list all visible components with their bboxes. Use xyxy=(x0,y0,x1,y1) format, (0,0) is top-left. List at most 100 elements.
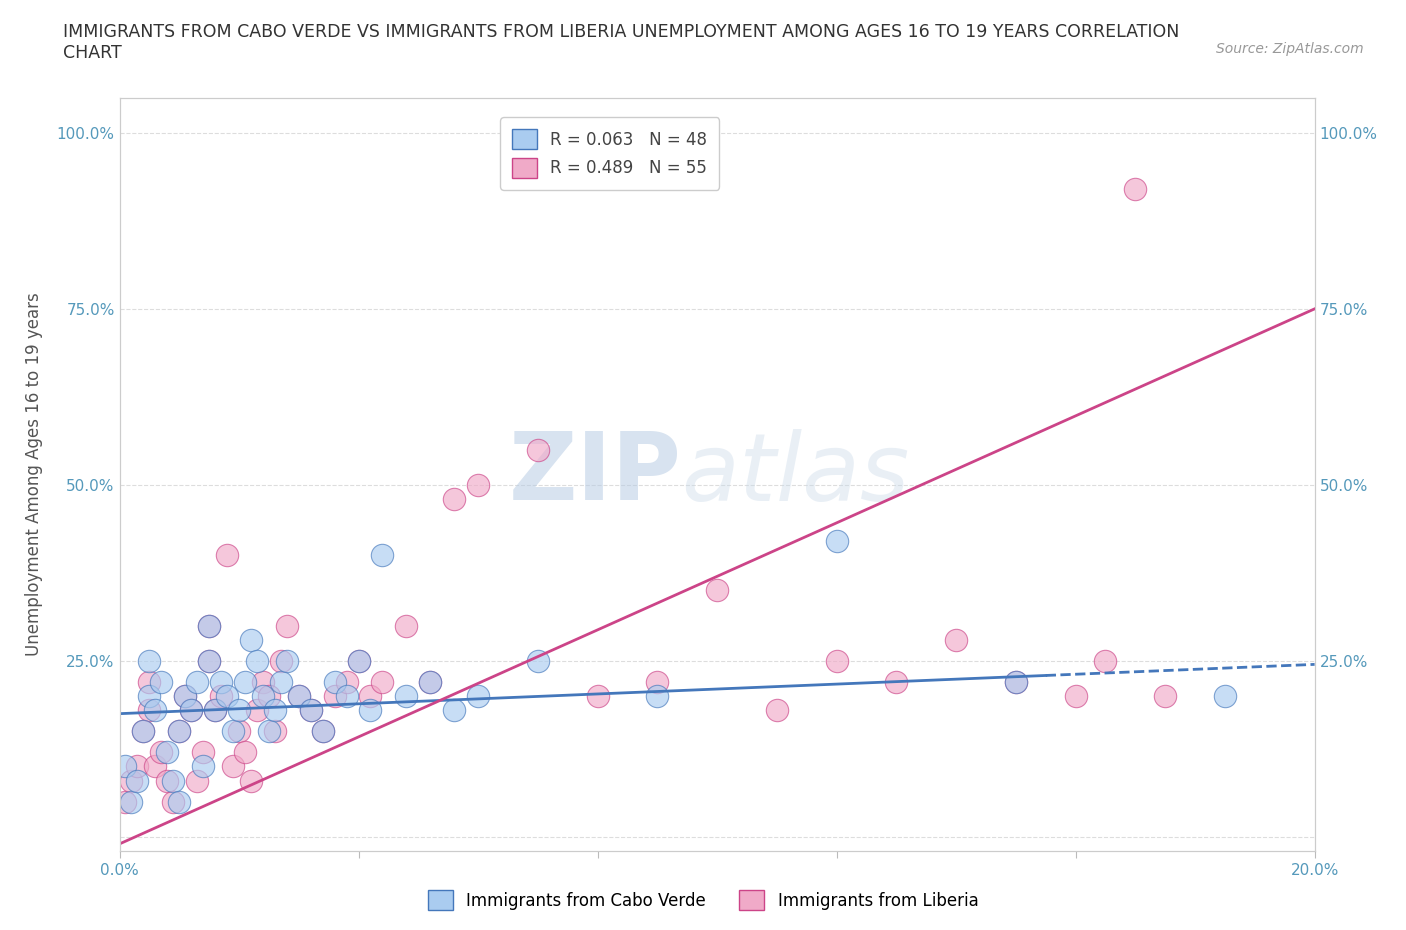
Point xyxy=(233,674,256,689)
Point xyxy=(233,745,256,760)
Point xyxy=(132,724,155,738)
Point xyxy=(174,688,197,703)
Point xyxy=(443,491,465,506)
Point xyxy=(228,703,250,718)
Point xyxy=(371,674,394,689)
Point xyxy=(186,773,208,788)
Point xyxy=(276,654,298,669)
Point xyxy=(169,724,191,738)
Y-axis label: Unemployment Among Ages 16 to 19 years: Unemployment Among Ages 16 to 19 years xyxy=(25,292,42,657)
Point xyxy=(586,688,609,703)
Point xyxy=(204,703,226,718)
Point xyxy=(121,794,143,809)
Point xyxy=(347,654,370,669)
Point xyxy=(138,703,160,718)
Point xyxy=(336,674,357,689)
Point xyxy=(145,759,166,774)
Point xyxy=(1005,674,1028,689)
Point xyxy=(395,688,418,703)
Point xyxy=(257,724,280,738)
Point xyxy=(217,688,239,703)
Point xyxy=(1125,181,1147,196)
Point xyxy=(527,443,550,458)
Point xyxy=(246,654,269,669)
Point xyxy=(288,688,311,703)
Point xyxy=(706,583,728,598)
Legend: Immigrants from Cabo Verde, Immigrants from Liberia: Immigrants from Cabo Verde, Immigrants f… xyxy=(420,884,986,917)
Text: ZIP: ZIP xyxy=(509,429,682,520)
Point xyxy=(825,654,848,669)
Text: Source: ZipAtlas.com: Source: ZipAtlas.com xyxy=(1216,42,1364,56)
Point xyxy=(257,688,280,703)
Point xyxy=(132,724,155,738)
Point xyxy=(299,703,322,718)
Point xyxy=(180,703,202,718)
Point xyxy=(138,654,160,669)
Point xyxy=(299,703,322,718)
Point xyxy=(347,654,370,669)
Point xyxy=(886,674,908,689)
Point xyxy=(1005,674,1028,689)
Point xyxy=(127,759,149,774)
Point xyxy=(156,745,179,760)
Point xyxy=(209,674,232,689)
Point xyxy=(312,724,335,738)
Legend: R = 0.063   N = 48, R = 0.489   N = 55: R = 0.063 N = 48, R = 0.489 N = 55 xyxy=(501,117,718,190)
Point xyxy=(169,724,191,738)
Point xyxy=(127,773,149,788)
Point xyxy=(222,759,245,774)
Point xyxy=(766,703,789,718)
Point xyxy=(186,674,208,689)
Point xyxy=(162,794,184,809)
Point xyxy=(252,688,274,703)
Point xyxy=(419,674,441,689)
Point xyxy=(467,477,489,492)
Point xyxy=(162,773,184,788)
Point xyxy=(252,674,274,689)
Point xyxy=(323,688,346,703)
Point xyxy=(228,724,250,738)
Point xyxy=(825,534,848,549)
Point xyxy=(156,773,179,788)
Point xyxy=(169,794,191,809)
Point xyxy=(1064,688,1087,703)
Point xyxy=(360,688,382,703)
Point xyxy=(239,773,263,788)
Point xyxy=(264,724,287,738)
Point xyxy=(150,674,173,689)
Point xyxy=(360,703,382,718)
Point xyxy=(312,724,335,738)
Point xyxy=(1213,688,1236,703)
Text: IMMIGRANTS FROM CABO VERDE VS IMMIGRANTS FROM LIBERIA UNEMPLOYMENT AMONG AGES 16: IMMIGRANTS FROM CABO VERDE VS IMMIGRANTS… xyxy=(63,23,1180,62)
Point xyxy=(647,674,669,689)
Point xyxy=(191,759,215,774)
Point xyxy=(246,703,269,718)
Point xyxy=(222,724,245,738)
Point xyxy=(647,688,669,703)
Point xyxy=(114,759,136,774)
Point xyxy=(198,618,221,633)
Point xyxy=(198,654,221,669)
Point xyxy=(270,654,292,669)
Point xyxy=(198,618,221,633)
Point xyxy=(443,703,465,718)
Text: atlas: atlas xyxy=(682,429,910,520)
Point xyxy=(264,703,287,718)
Point xyxy=(467,688,489,703)
Point xyxy=(1154,688,1177,703)
Point xyxy=(145,703,166,718)
Point xyxy=(198,654,221,669)
Point xyxy=(276,618,298,633)
Point xyxy=(527,654,550,669)
Point xyxy=(288,688,311,703)
Point xyxy=(191,745,215,760)
Point xyxy=(138,688,160,703)
Point xyxy=(114,794,136,809)
Point xyxy=(209,688,232,703)
Point xyxy=(239,632,263,647)
Point xyxy=(395,618,418,633)
Point xyxy=(945,632,967,647)
Point xyxy=(217,548,239,563)
Point xyxy=(180,703,202,718)
Point xyxy=(371,548,394,563)
